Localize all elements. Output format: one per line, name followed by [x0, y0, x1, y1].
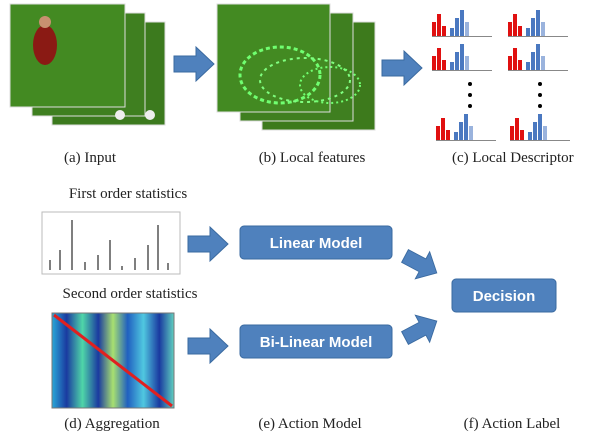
input-frames — [9, 3, 166, 126]
stats-label: First order statistics — [69, 186, 187, 202]
model-label: Linear Model — [270, 235, 363, 252]
feature-frames — [216, 3, 376, 131]
stats-label: Second order statistics — [63, 286, 198, 302]
arrow — [397, 242, 445, 287]
arrow — [397, 307, 445, 352]
descriptor-histograms — [431, 9, 571, 141]
arrow — [381, 50, 423, 86]
caption: (c) Local Descriptor — [452, 150, 574, 166]
second-order-matrix — [51, 312, 175, 409]
arrow — [187, 328, 229, 364]
arrow — [173, 46, 215, 82]
decision-box — [451, 278, 557, 313]
model-box — [239, 324, 393, 359]
model-box — [239, 225, 393, 260]
caption: (d) Aggregation — [64, 416, 160, 432]
arrow — [187, 226, 229, 262]
caption: (b) Local features — [259, 150, 366, 166]
caption: (e) Action Model — [258, 416, 361, 432]
first-order-plot — [41, 211, 181, 275]
decision-label: Decision — [473, 288, 536, 305]
model-label: Bi-Linear Model — [260, 334, 373, 351]
caption: (a) Input — [64, 150, 117, 166]
caption: (f) Action Label — [464, 416, 561, 432]
